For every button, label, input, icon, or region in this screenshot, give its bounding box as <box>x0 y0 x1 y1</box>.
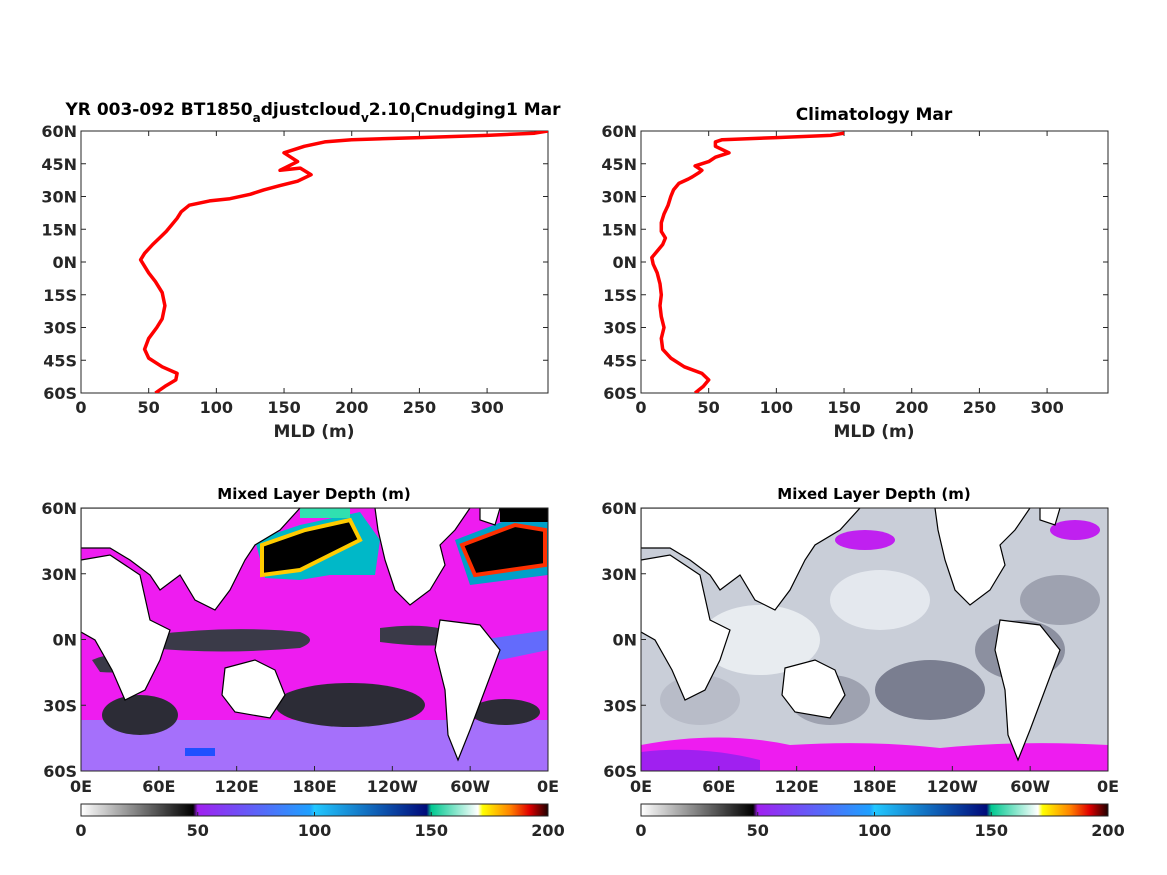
profile-panel-climatology: Climatology Mar 0 50 100 150 200 250 300 60N 45N… <box>601 105 1109 442</box>
colorbar-tick-label: 0 <box>75 821 86 840</box>
x-tick-label: 60W <box>1010 777 1050 796</box>
x-tick-label: 180E <box>852 777 896 796</box>
x-tick-label: 180E <box>292 777 336 796</box>
y-tick-label: 60N <box>41 122 77 141</box>
y-tick-label: 15N <box>601 220 637 239</box>
colorbar-tick-label: 50 <box>747 821 769 840</box>
colorbar-tick-label: 100 <box>858 821 891 840</box>
y-tick-label: 45S <box>43 351 77 370</box>
southern-ocean-deep-core <box>641 749 760 771</box>
x-tick-label: 300 <box>470 398 503 417</box>
okhotsk-band <box>300 508 350 518</box>
map-title-model: Mixed Layer Depth (m) <box>217 485 410 503</box>
x-tick-label: 100 <box>760 398 793 417</box>
y-tick-label: 15S <box>43 286 77 305</box>
gray-mld-patch <box>1020 575 1100 625</box>
x-tick-label: 50 <box>138 398 160 417</box>
map-panel-model: Mixed Layer Depth (m) 0E <box>41 485 559 796</box>
y-tick-label: 60N <box>41 499 77 518</box>
colorbar-tick-label: 200 <box>1091 821 1124 840</box>
profile-title-climatology: Climatology Mar <box>796 105 953 125</box>
x-tick-label: 120W <box>927 777 978 796</box>
colorbar-tick-label: 150 <box>415 821 448 840</box>
y-tick-label: 45S <box>603 351 637 370</box>
colorbar-model: 0 50 100 150 200 <box>75 803 565 840</box>
colorbar-tick-label: 200 <box>531 821 564 840</box>
x-tick-label: 0E <box>1097 777 1119 796</box>
x-tick-label: 100 <box>200 398 233 417</box>
x-tick-label: 60E <box>702 777 735 796</box>
y-tick-label: 30N <box>601 188 637 207</box>
x-tick-label: 60W <box>450 777 490 796</box>
light-mld-patch <box>830 570 930 630</box>
colorbar-tick-label: 50 <box>187 821 209 840</box>
x-tick-label: 60E <box>142 777 175 796</box>
y-tick-label: 0N <box>52 253 77 272</box>
profile-axes-box <box>640 130 1109 394</box>
y-tick-label: 30N <box>41 565 77 584</box>
colorbar-tick-label: 150 <box>975 821 1008 840</box>
y-tick-label: 0N <box>52 631 77 650</box>
y-tick-label: 30S <box>43 319 77 338</box>
y-tick-label: 45N <box>41 155 77 174</box>
y-tick-label: 30S <box>603 319 637 338</box>
profile-title-model: YR 003-092 BT1850adjustcloudv2.10lCnudgi… <box>65 100 562 125</box>
y-tick-label: 15N <box>41 220 77 239</box>
x-tick-label: 0E <box>537 777 559 796</box>
y-tick-label: 30N <box>601 565 637 584</box>
x-tick-label: 120E <box>775 777 819 796</box>
colorbar-tick-label: 100 <box>298 821 331 840</box>
y-tick-label: 30S <box>603 696 637 715</box>
x-tick-label: 0 <box>635 398 646 417</box>
x-tick-label: 250 <box>403 398 436 417</box>
x-tick-label: 250 <box>963 398 996 417</box>
shallow-mld-patch <box>470 699 540 725</box>
north-pacific-core <box>260 517 363 578</box>
y-tick-label: 60S <box>603 762 637 781</box>
mld-profile-line <box>650 131 845 393</box>
x-tick-label: 120W <box>367 777 418 796</box>
southern-blue-patch <box>185 748 215 756</box>
shallow-mld-patch <box>102 695 178 735</box>
profile-xlabel: MLD (m) <box>833 422 914 442</box>
x-tick-label: 300 <box>1030 398 1063 417</box>
equatorial-band-indian <box>150 629 310 652</box>
profile-axes-box <box>80 130 549 394</box>
north-atlantic-core <box>459 522 547 578</box>
y-tick-label: 30S <box>43 696 77 715</box>
map-panel-climatology: Mixed Layer Depth (m) 0E 60E 120E 180E 120W 6… <box>601 485 1119 796</box>
colorbar-tick-label: 0 <box>635 821 646 840</box>
map-title-climatology: Mixed Layer Depth (m) <box>777 485 970 503</box>
x-tick-label: 200 <box>895 398 928 417</box>
y-tick-label: 15S <box>603 286 637 305</box>
shallow-mld-patch <box>275 683 425 727</box>
y-tick-label: 60S <box>43 762 77 781</box>
gray-mld-patch <box>875 660 985 720</box>
x-tick-label: 120E <box>215 777 259 796</box>
x-tick-label: 50 <box>698 398 720 417</box>
y-tick-label: 60S <box>603 384 637 403</box>
colorbar-climatology: 0 50 100 150 200 <box>635 803 1125 840</box>
y-tick-label: 0N <box>612 253 637 272</box>
y-tick-label: 30N <box>41 188 77 207</box>
x-tick-label: 150 <box>267 398 300 417</box>
x-tick-label: 0 <box>75 398 86 417</box>
y-tick-label: 60N <box>601 499 637 518</box>
mld-profile-line <box>138 131 548 393</box>
profile-panel-model: YR 003-092 BT1850adjustcloudv2.10lCnudgi… <box>41 100 561 442</box>
profile-xlabel: MLD (m) <box>273 422 354 442</box>
x-tick-label: 150 <box>827 398 860 417</box>
x-tick-label: 0E <box>70 777 92 796</box>
north-pacific-purple <box>835 530 895 550</box>
x-tick-label: 200 <box>335 398 368 417</box>
y-tick-label: 60S <box>43 384 77 403</box>
north-atlantic-purple <box>1050 520 1100 540</box>
light-mld-patch <box>700 605 820 675</box>
y-tick-label: 0N <box>612 631 637 650</box>
y-tick-label: 45N <box>601 155 637 174</box>
y-tick-label: 60N <box>601 122 637 141</box>
labrador-core <box>500 508 548 522</box>
x-tick-label: 0E <box>630 777 652 796</box>
